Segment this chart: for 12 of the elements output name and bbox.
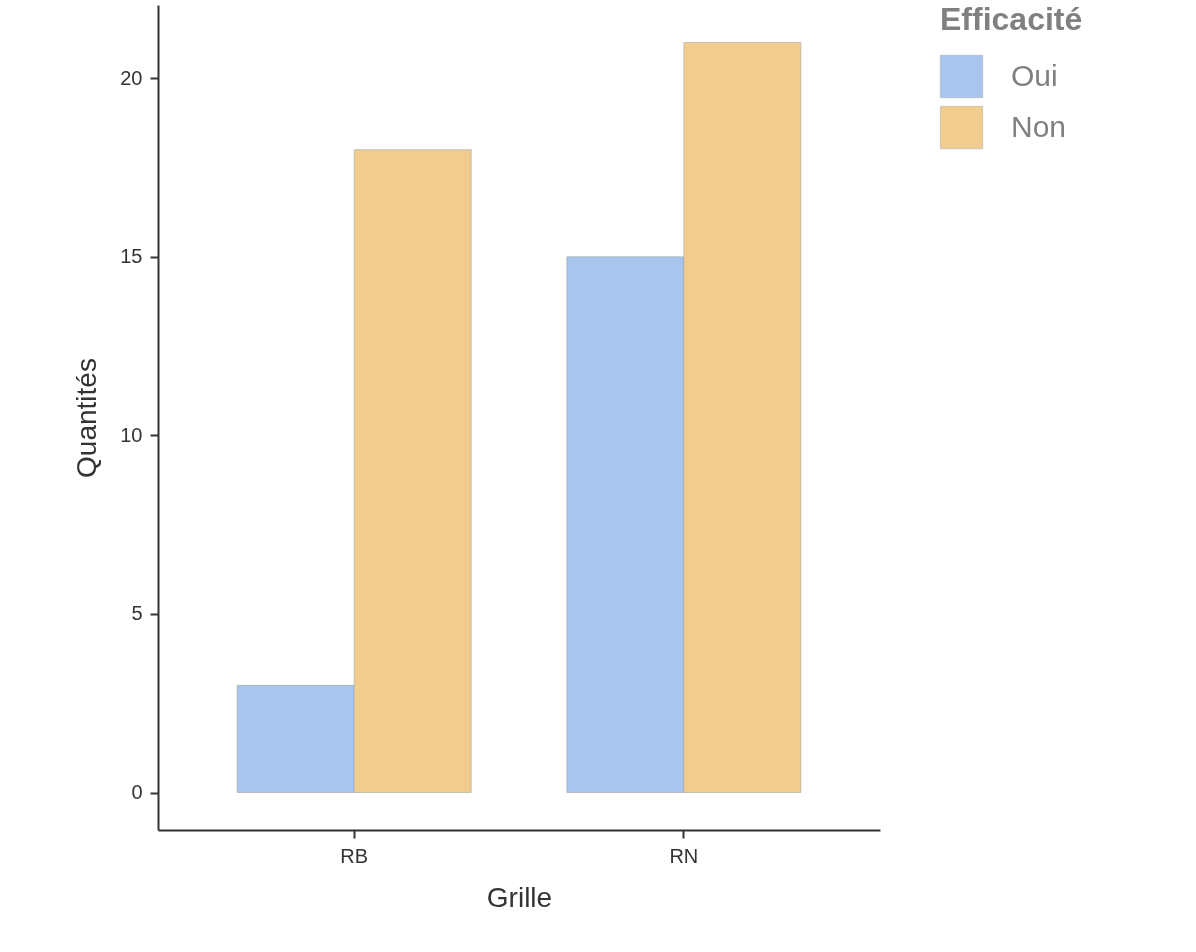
y-tick-label: 15: [120, 245, 143, 268]
y-tick-label: 0: [131, 781, 143, 803]
x-axis-title: Grille: [486, 881, 553, 913]
y-tick-label: 10: [120, 423, 143, 446]
y-tick-label: 20: [120, 66, 143, 89]
legend-label: Oui: [1011, 58, 1058, 92]
x-tick-label: RN: [669, 844, 699, 867]
y-tick-label: 5: [131, 602, 143, 625]
legend-label: Non: [1011, 109, 1067, 143]
legend-title: Efficacité: [940, 1, 1083, 37]
x-tick-label: RB: [340, 844, 369, 867]
y-axis-title: Quantités: [71, 358, 103, 478]
